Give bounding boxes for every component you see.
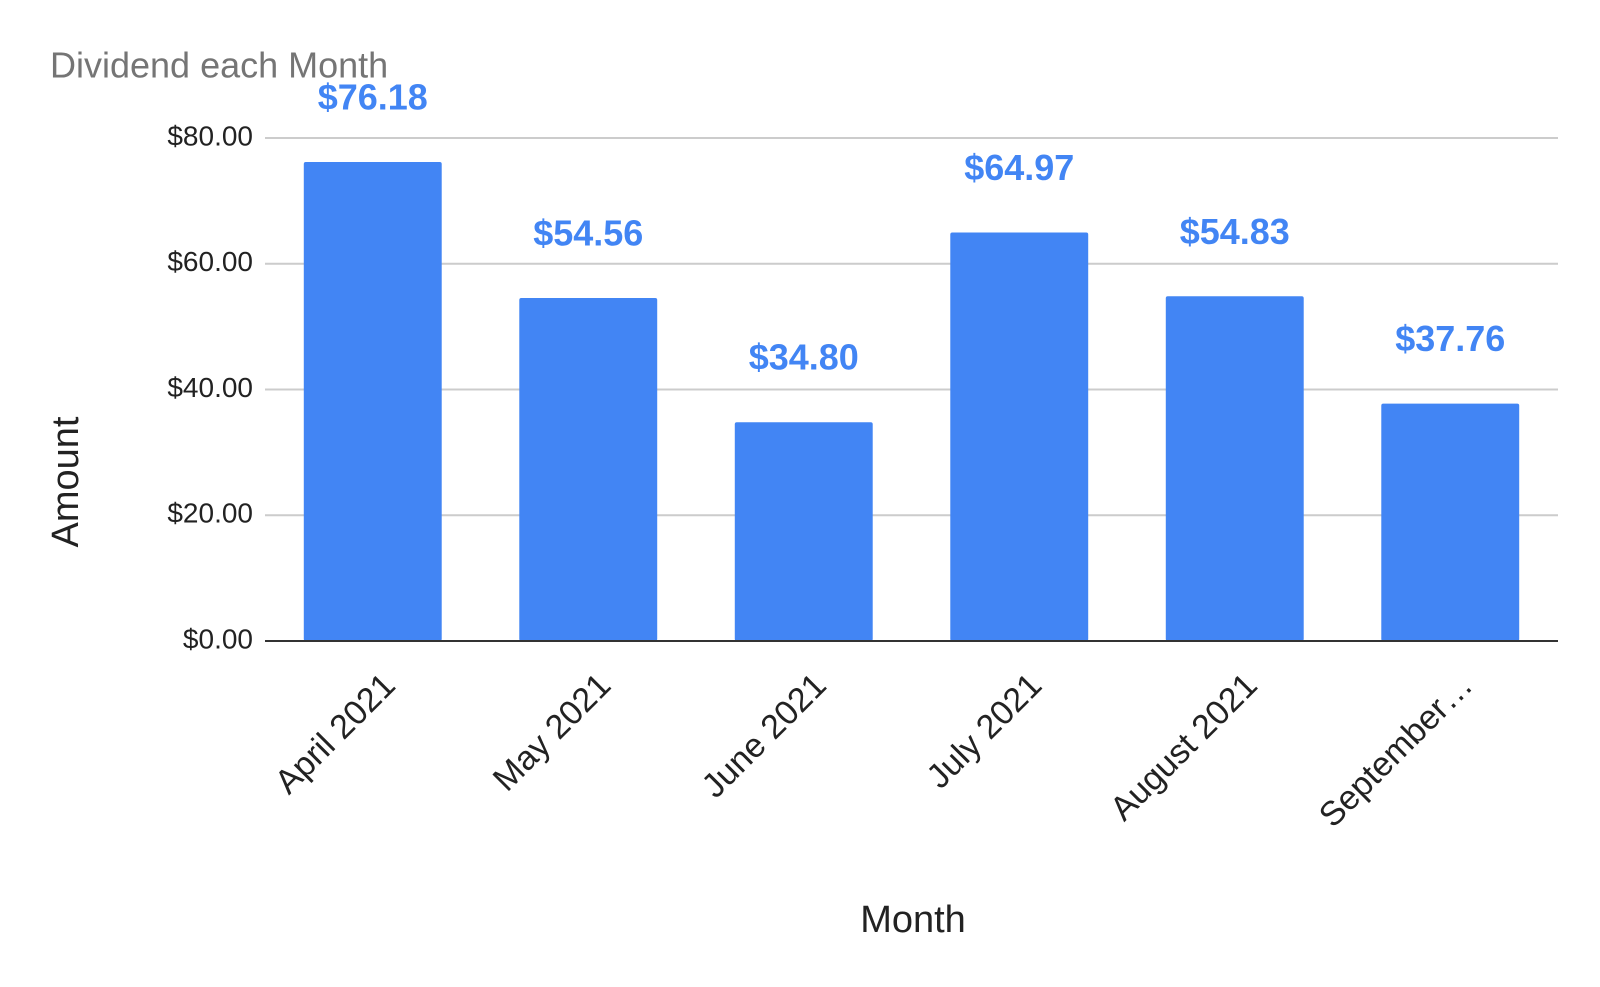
data-label: $34.80 <box>749 337 859 378</box>
x-tick-label: July 2021 <box>919 666 1049 796</box>
data-label: $37.76 <box>1395 318 1505 359</box>
bar <box>519 297 658 641</box>
x-tick-label: April 2021 <box>268 666 403 801</box>
y-tick-label: $80.00 <box>167 120 253 151</box>
y-tick-label: $40.00 <box>167 372 253 403</box>
y-axis-title: Amount <box>45 416 87 547</box>
x-tick-label: August 2021 <box>1103 666 1265 828</box>
data-label: $54.83 <box>1180 211 1290 252</box>
bar <box>1381 403 1520 641</box>
y-tick-label: $20.00 <box>167 498 253 529</box>
x-tick-label: June 2021 <box>695 666 834 805</box>
bar <box>303 162 442 641</box>
chart-title: Dividend each Month <box>50 45 388 86</box>
y-tick-label: $0.00 <box>183 623 253 654</box>
y-tick-label: $60.00 <box>167 246 253 277</box>
x-tick-label: September… <box>1312 666 1481 835</box>
bar <box>1165 296 1304 641</box>
data-label: $64.97 <box>964 147 1074 188</box>
data-label: $76.18 <box>318 77 428 118</box>
data-label: $54.56 <box>533 212 643 253</box>
x-tick-label: May 2021 <box>486 666 618 798</box>
bar <box>734 422 873 641</box>
bar <box>950 232 1089 641</box>
x-axis-title: Month <box>860 899 966 941</box>
